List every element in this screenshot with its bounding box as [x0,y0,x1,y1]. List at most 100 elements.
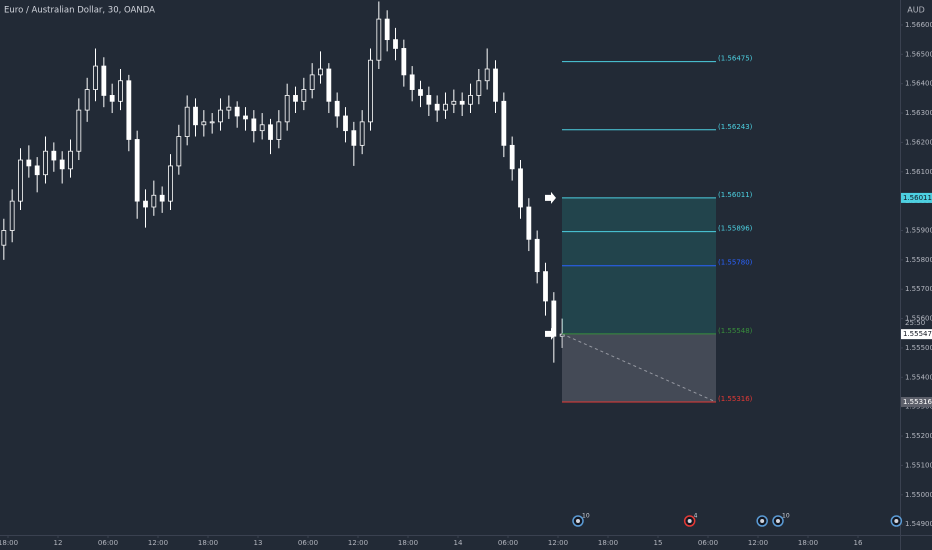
event-icon-inner [687,519,692,523]
target-price-tag-box [901,192,932,203]
candle-body [76,109,82,152]
y-tick-label: 1.55700 [905,285,932,293]
event-count: 10 [782,513,790,520]
candle-body [534,238,540,273]
candle-body [143,200,148,208]
target-price-tag: 1.56011 [903,194,932,202]
x-tick-label: 18:00 [398,539,418,547]
candle-body [493,68,498,102]
candle-body [318,68,323,76]
candle-body [226,106,232,111]
candle-body [9,200,15,231]
candle-body [276,121,282,140]
y-tick-label: 1.55800 [905,256,932,264]
candle-body [259,124,265,132]
candle-body [193,106,198,126]
x-tick-label: 18:00 [598,539,618,547]
event-icon-inner [576,519,580,523]
candle-body [126,80,132,140]
candle-body [151,194,157,208]
y-tick-label: 1.55400 [905,373,932,381]
y-tick-label: 1.56400 [905,80,932,88]
last-price-tag: 1.55547 [903,330,932,338]
y-tick-label: 1.56300 [905,109,932,117]
x-tick-label: 12 [54,539,63,547]
candle-body [484,68,490,82]
candle-body [168,165,173,202]
candle-body [68,150,73,170]
currency-label: AUD [907,6,925,15]
stop-price-tag-box [901,396,932,407]
event-count: 10 [582,513,590,520]
candle-body [176,136,182,167]
candle-body [526,206,532,240]
x-tick-label: 12:00 [148,539,168,547]
candle-body [368,59,373,123]
candle-body [351,130,357,146]
candle-body [93,65,98,90]
candle-body [184,106,190,137]
y-tick-label: 1.54900 [905,520,932,528]
candle-body [268,124,273,140]
candle-body [284,95,290,123]
candle-body [451,100,457,105]
x-tick-label: 06:00 [498,539,518,547]
candle-body [301,89,307,102]
event-icon-inner [776,519,780,523]
candle-body [476,80,482,96]
candle-body [26,159,32,167]
candle-body [309,74,315,90]
candle-body [434,103,440,111]
candle-body [293,95,298,102]
candle-body [243,115,248,120]
y-tick-label: 1.56100 [905,168,932,176]
countdown: 25:50 [905,319,925,327]
candle-body [18,159,23,202]
candle-body [201,121,207,126]
candle-body [251,118,257,132]
candle-body [401,48,407,76]
candle-body [376,18,382,61]
x-tick-label: 15 [654,539,663,547]
candle-body [84,89,90,111]
candle-body [443,103,448,111]
candle-body [509,144,515,170]
y-tick-label: 1.55900 [905,227,932,235]
target-arrow [545,191,556,204]
candle-body [159,194,165,202]
candle-body [209,121,215,124]
projection-line [561,333,717,403]
candle-body [134,139,140,202]
x-tick-label: 12:00 [548,539,568,547]
candle-body [334,100,340,117]
candle-body [426,95,432,105]
candle-body [393,39,398,49]
x-tick-label: 06:00 [298,539,318,547]
x-tick-label: 14 [454,539,463,547]
candle-body [109,95,115,102]
candle-body [34,165,40,176]
x-tick-label: 12:00 [748,539,768,547]
x-tick-label: 18:00 [798,539,818,547]
candle-body [343,115,348,132]
candle-body [501,100,507,146]
candle-body [459,100,465,105]
y-tick-label: 1.55200 [905,432,932,440]
candle-body [543,271,548,302]
candle-body [468,95,473,105]
candle-body [118,80,123,102]
y-tick-label: 1.56500 [905,50,932,58]
candle-body [326,68,332,102]
y-tick-label: 1.56200 [905,138,932,146]
candle-body [409,74,415,90]
candle-body [234,106,240,117]
x-tick-label: 18:00 [0,539,18,547]
entry-marker [545,327,556,340]
last-price-tag-box [901,329,932,340]
event-icon-inner [894,519,899,523]
stop-price-tag: 1.55316 [903,398,932,406]
candle-body [384,18,390,41]
level-label: (1.56475) [718,55,753,63]
candle-body [43,150,48,176]
